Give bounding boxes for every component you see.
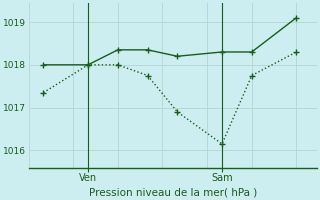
X-axis label: Pression niveau de la mer( hPa ): Pression niveau de la mer( hPa ) (89, 187, 257, 197)
